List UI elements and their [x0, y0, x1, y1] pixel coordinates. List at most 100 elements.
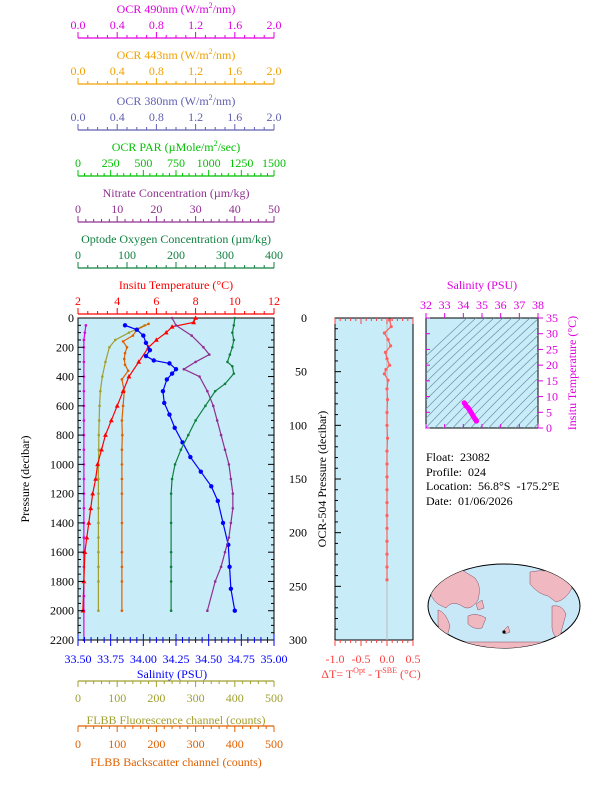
series-fluor	[97, 324, 146, 613]
data-point	[389, 324, 393, 329]
bottom-axis-fluor: 0 100 200 300 400 500 FLBB Fluorescence channe…	[75, 680, 283, 727]
isopycnals	[426, 318, 538, 428]
data-point	[108, 345, 111, 349]
tick-label: 100	[118, 248, 136, 262]
data-point	[99, 389, 102, 393]
tick-label: 40	[229, 202, 241, 216]
data-point	[223, 382, 227, 386]
y-tick-label: 300	[289, 633, 307, 647]
data-point	[385, 565, 389, 569]
data-point	[113, 338, 117, 342]
data-point	[97, 419, 101, 422]
data-point	[123, 351, 127, 355]
tick-label: 0	[75, 248, 81, 262]
data-point	[131, 334, 135, 337]
bottom-axes: 33.50 33.75 34.00 34.25 34.50 34.75 35.00 Salin…	[65, 634, 288, 769]
data-point	[97, 492, 100, 495]
data-point	[223, 448, 227, 452]
top-axis-nitrate: 0 10 20 30 40 50 Nitrate Concentration (µm/kg)	[75, 186, 280, 223]
tick-label: 2	[75, 294, 81, 308]
data-point	[169, 521, 173, 525]
data-point	[385, 475, 389, 479]
tick-label: 0.8	[149, 64, 164, 78]
data-point	[385, 423, 389, 427]
tick-label: 33.75	[97, 652, 124, 666]
axis-title: OCR PAR (µMole/m2/sec)	[112, 139, 240, 154]
y-tick-label: 2200	[50, 633, 74, 647]
data-point	[84, 534, 90, 540]
tick-label: 200	[167, 248, 185, 262]
axis-title: Salinity (PSU)	[137, 667, 207, 681]
data-point	[198, 469, 204, 474]
data-point	[227, 564, 232, 570]
data-point	[95, 461, 100, 467]
isopycnal-line	[426, 318, 513, 401]
top-axis-ocr443: 0.0 0.4 0.8 1.2 1.6 2.0 OCR 443nm (W/m2/nm)	[71, 47, 282, 85]
tick-label: 0	[75, 156, 81, 170]
tick-label: 1000	[197, 156, 221, 170]
profile-series	[80, 315, 237, 642]
data-point	[179, 448, 183, 452]
top-axis-ocr490: 0.0 0.4 0.8 1.2 1.6 2.0 OCR 490nm (W/m2/nm)	[71, 1, 282, 39]
data-point	[215, 419, 219, 422]
y-tick-label: 1600	[50, 545, 74, 559]
data-point	[82, 419, 86, 422]
isopycnal-line	[524, 413, 538, 428]
tick-label: 34.25	[163, 652, 190, 666]
tick-label: 1250	[229, 156, 253, 170]
data-point	[164, 377, 170, 382]
tick-label: 0.0	[71, 64, 86, 78]
isopycnal-line	[426, 318, 522, 410]
tick-label: 34.75	[228, 652, 255, 666]
data-point	[388, 318, 392, 322]
data-point	[84, 324, 88, 327]
data-point	[120, 463, 124, 466]
isopycnal-line	[515, 404, 538, 428]
data-point	[227, 536, 231, 539]
data-point	[120, 609, 124, 613]
data-point	[223, 550, 227, 554]
axis-title: Nitrate Concentration (µm/kg)	[103, 186, 250, 200]
tick-label: 0	[75, 202, 81, 216]
data-point	[154, 337, 159, 342]
isopycnal-line	[426, 318, 531, 419]
tick-label: 400	[265, 248, 283, 262]
data-point	[143, 340, 149, 346]
data-point	[385, 488, 389, 492]
data-point	[97, 550, 100, 554]
tick-label: 0.8	[149, 18, 164, 32]
data-point	[208, 353, 211, 356]
bottom-axis-salinity: 33.50 33.75 34.00 34.25 34.50 34.75 35.00 Salin…	[65, 634, 288, 681]
data-point	[170, 316, 174, 320]
data-point	[232, 372, 236, 375]
y-axis-label: Pressure (decibar)	[18, 436, 32, 523]
isopycnal-line	[506, 395, 538, 428]
tick-label: 200	[147, 737, 165, 751]
data-point	[120, 580, 124, 583]
tick-label: 100	[108, 691, 126, 705]
data-point	[194, 360, 197, 364]
x-tick-label: 32	[420, 298, 432, 312]
data-point	[97, 521, 100, 525]
isopycnal-line	[426, 318, 538, 428]
data-point	[202, 345, 205, 349]
data-point	[169, 580, 173, 583]
tick-label: 2.0	[267, 18, 282, 32]
tick-label: 1500	[262, 156, 286, 170]
data-point	[194, 419, 197, 422]
tick-label: 33.50	[65, 652, 92, 666]
data-point	[385, 410, 389, 415]
data-point	[232, 338, 236, 342]
pressure-axis: 0 200 400 600 800 1000 1200 1400 1600 1800 2000 220…	[18, 311, 274, 647]
data-point	[384, 367, 388, 372]
data-point	[126, 369, 130, 372]
data-point	[173, 367, 179, 372]
data-point	[213, 389, 217, 393]
tick-label: 100	[108, 737, 126, 751]
series-oxygen	[169, 316, 237, 613]
data-point	[211, 404, 215, 408]
data-point	[136, 359, 142, 364]
y-tick-label: 0	[68, 311, 74, 325]
